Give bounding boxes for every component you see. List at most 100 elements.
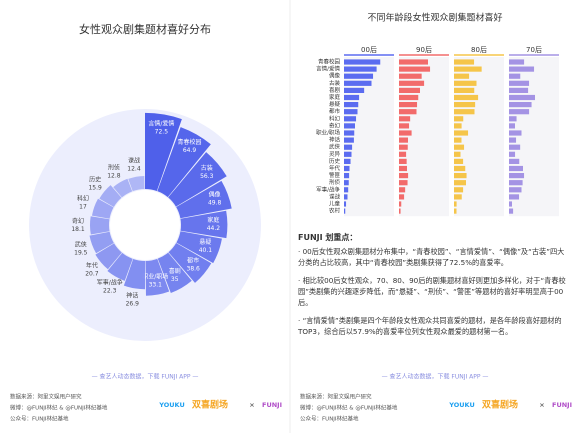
bar: [509, 208, 514, 214]
logo: YOUKU: [158, 401, 184, 409]
category-label: 刑侦: [108, 164, 120, 172]
notes: FUNJI 划重点： · 00后女性观众剧集题材分布集中，“青春校园”、“言情爱…: [298, 232, 570, 344]
radial-bar: [95, 243, 122, 270]
note: · 相比较00后女性观众，70、80、90后的剧集题材喜好则更加多样化，对于“青…: [298, 276, 566, 307]
bar: [399, 151, 407, 157]
bar: [509, 102, 532, 108]
category-label: 喜剧: [169, 267, 181, 275]
category-label: 职业/职场: [142, 272, 168, 280]
chart-title: 女性观众剧集题材喜好分布: [79, 22, 211, 36]
logo: 双喜剧场: [192, 399, 228, 411]
value-label: 18.1: [71, 226, 85, 233]
bar: [344, 66, 377, 72]
logo: ×: [539, 401, 544, 409]
radial-bar: [168, 243, 212, 283]
app-link: — 查艺人动态数据，下载 FUNJI APP —: [382, 373, 489, 381]
radial-bar: [123, 258, 145, 290]
category-label: 都市: [187, 256, 199, 264]
legend-label: 80后: [471, 45, 487, 54]
bar: [509, 151, 516, 157]
bar: [344, 173, 350, 179]
bar: [344, 151, 352, 157]
category-label: 神话: [126, 292, 138, 300]
bar: [399, 80, 425, 86]
category-label: 都市: [329, 107, 341, 115]
value-label: 20.7: [85, 271, 99, 278]
category-label: 青春校园: [318, 58, 341, 66]
bar: [454, 130, 469, 136]
logo: FUNJI: [262, 401, 282, 409]
logo: ×: [249, 401, 254, 409]
bar: [454, 180, 466, 186]
bar: [509, 144, 521, 150]
chart-title: 不同年龄段女性观众剧集题材喜好: [367, 12, 502, 24]
category-label: 谍战: [329, 192, 341, 200]
category-label: 悬疑: [329, 100, 341, 108]
bar: [509, 116, 517, 122]
category-label: 谍战: [128, 156, 140, 164]
category-label: 偶像: [209, 191, 221, 199]
bar: [454, 80, 477, 86]
value-label: 22.3: [103, 288, 117, 295]
bar: [509, 201, 512, 207]
value-label: 44.2: [207, 225, 221, 232]
bar: [399, 137, 408, 143]
bar: [509, 187, 522, 193]
bar: [509, 130, 522, 136]
bar: [344, 187, 349, 193]
bar: [344, 123, 355, 129]
bar: [399, 59, 428, 65]
value-label: 72.5: [155, 129, 169, 136]
bar: [454, 137, 462, 143]
category-label: 古装: [329, 79, 341, 87]
category-label: 武侠: [75, 240, 87, 248]
value-label: 35: [171, 276, 179, 283]
bar: [344, 94, 360, 101]
logo: 双喜剧场: [482, 399, 518, 411]
bar: [344, 130, 355, 136]
value-label: 12.8: [107, 173, 121, 180]
logo: FUNJI: [552, 401, 572, 409]
category-label: 警匪: [329, 171, 341, 179]
bar: [454, 144, 465, 150]
category-label: 军事/战争: [97, 279, 123, 287]
bar: [509, 94, 535, 101]
category-label: 偶像: [329, 72, 341, 80]
bar: [399, 173, 409, 179]
radial-bar: [168, 152, 227, 207]
value-label: 56.3: [200, 173, 214, 180]
category-label: 神话: [329, 136, 341, 144]
bar: [454, 151, 461, 157]
bar: [344, 201, 347, 207]
bar: [454, 59, 475, 65]
bar: [454, 109, 475, 115]
radial-bar: [91, 198, 114, 219]
bar: [454, 73, 470, 79]
radial-bar: [157, 127, 211, 198]
category-label: 军事/战争: [316, 185, 340, 193]
bar: [399, 180, 408, 186]
value-label: 15.9: [88, 184, 102, 191]
category-label: 古装: [201, 164, 213, 172]
bar: [509, 194, 520, 200]
footer-line: 微博：@FUNJI林纪 & @FUNJI林纪基地: [10, 404, 108, 412]
bar: [344, 194, 348, 200]
category-label: 儿童: [329, 200, 341, 208]
notes-heading: FUNJI 划重点：: [298, 233, 358, 242]
radial-bar: [99, 185, 122, 207]
bar: [344, 137, 354, 143]
category-label: 灵异: [329, 151, 341, 158]
bar: [399, 201, 402, 207]
radial-bar: [107, 252, 133, 281]
bar: [454, 116, 464, 122]
category-label: 家庭: [207, 216, 219, 224]
bar: [454, 194, 462, 200]
bar: [509, 87, 529, 93]
category-label: 刑侦: [329, 178, 341, 186]
bar: [509, 109, 530, 115]
bar: [344, 180, 349, 186]
bar: [509, 165, 523, 172]
footer-line: 微博：@FUNJI林纪 & @FUNJI林纪基地: [300, 404, 398, 412]
bar: [509, 137, 517, 143]
